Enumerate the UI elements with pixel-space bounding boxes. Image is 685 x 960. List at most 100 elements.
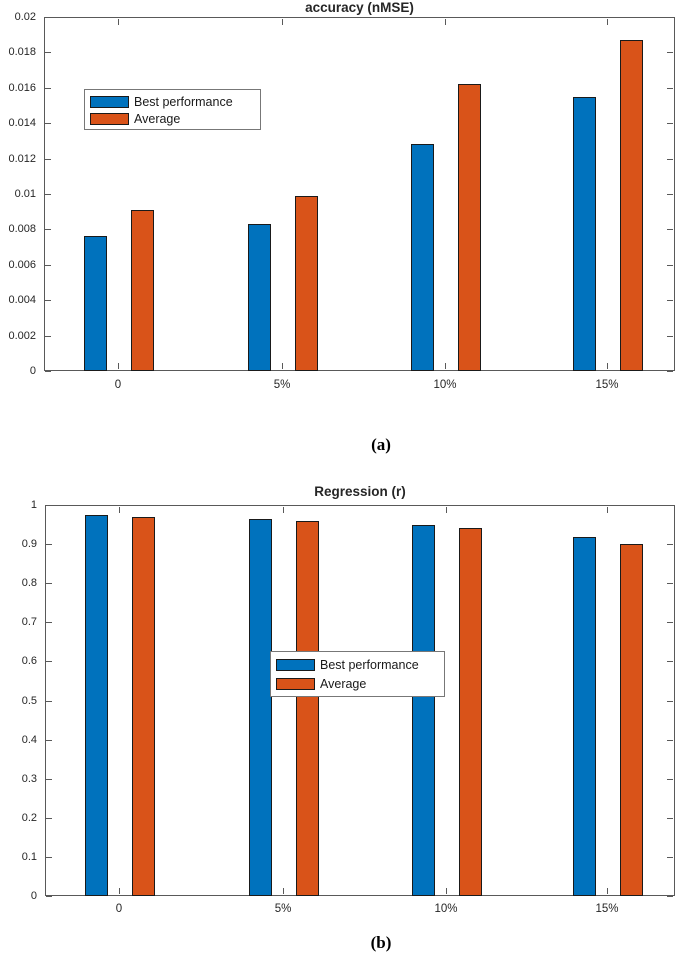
panel-a-caption: (a) — [371, 435, 391, 454]
y-tick-label: 0.2 — [21, 812, 37, 824]
y-tick-label: 0.9 — [21, 538, 37, 550]
y-tick-mark-right — [667, 123, 673, 124]
x-tick-mark-bottom — [445, 363, 446, 369]
y-tick-label: 0.012 — [8, 153, 36, 165]
x-tick-mark-bottom — [282, 363, 283, 369]
y-tick-mark-right — [667, 300, 673, 301]
y-tick-mark-left — [46, 544, 52, 545]
y-tick-mark-left — [46, 740, 52, 741]
y-tick-mark-left — [46, 857, 52, 858]
bar-best-performance — [411, 144, 434, 371]
legend-label-best-performance: Best performance — [320, 658, 419, 672]
y-tick-label: 0.7 — [21, 616, 37, 628]
chart-b-title: Regression (r) — [314, 484, 406, 499]
y-tick-mark-left — [46, 622, 52, 623]
y-tick-label: 0.1 — [21, 851, 37, 863]
bar-best-performance — [249, 519, 272, 896]
bar-average — [131, 210, 154, 371]
y-tick-mark-left — [46, 779, 52, 780]
y-tick-label: 0.008 — [8, 223, 36, 235]
y-tick-mark-right — [667, 896, 673, 897]
legend-swatch-orange-icon — [90, 113, 129, 125]
y-tick-label: 0.018 — [8, 46, 36, 58]
y-tick-mark-left — [46, 661, 52, 662]
y-tick-label: 0.02 — [14, 11, 36, 23]
x-tick-mark-bottom — [607, 363, 608, 369]
chart-b-legend: Best performance Average — [270, 651, 445, 697]
y-tick-mark-right — [667, 779, 673, 780]
y-tick-label: 0.006 — [8, 259, 36, 271]
x-tick-mark-bottom — [607, 888, 608, 894]
y-tick-mark-left — [45, 159, 51, 160]
y-tick-mark-left — [45, 229, 51, 230]
y-tick-label: 0.4 — [21, 734, 37, 746]
y-tick-mark-left — [45, 52, 51, 53]
y-tick-label: 0.002 — [8, 330, 36, 342]
x-tick-mark-top — [607, 19, 608, 25]
y-tick-mark-right — [667, 229, 673, 230]
y-tick-label: 0.3 — [21, 773, 37, 785]
x-tick-mark-bottom — [283, 888, 284, 894]
x-tick-label: 0 — [115, 903, 123, 915]
legend-entry-best-performance: Best performance — [90, 94, 252, 110]
chart-a-plot-area — [44, 17, 675, 371]
y-tick-mark-left — [45, 17, 51, 18]
y-tick-mark-right — [667, 583, 673, 584]
y-tick-mark-right — [667, 52, 673, 53]
x-tick-mark-top — [118, 19, 119, 25]
y-tick-mark-right — [667, 371, 673, 372]
y-tick-mark-right — [667, 544, 673, 545]
y-tick-mark-left — [46, 896, 52, 897]
bar-best-performance — [412, 525, 435, 896]
y-tick-label: 0.5 — [21, 695, 37, 707]
legend-entry-average: Average — [90, 111, 252, 127]
y-tick-mark-right — [667, 857, 673, 858]
x-tick-label: 15% — [595, 903, 619, 915]
y-tick-mark-left — [45, 371, 51, 372]
bar-best-performance — [573, 97, 596, 371]
x-tick-mark-top — [446, 507, 447, 513]
y-tick-mark-right — [667, 622, 673, 623]
y-tick-mark-right — [667, 17, 673, 18]
x-tick-mark-top — [119, 507, 120, 513]
x-tick-mark-bottom — [446, 888, 447, 894]
y-tick-label: 0 — [30, 890, 37, 902]
y-tick-mark-right — [667, 194, 673, 195]
y-tick-mark-right — [667, 740, 673, 741]
bar-average — [458, 84, 481, 371]
x-tick-label: 10% — [433, 379, 457, 391]
legend-swatch-orange-icon — [276, 678, 315, 690]
y-tick-label: 0.004 — [8, 294, 36, 306]
y-tick-label: 0 — [29, 365, 36, 377]
y-tick-mark-right — [667, 661, 673, 662]
bar-average — [620, 40, 643, 371]
y-tick-label: 0.014 — [8, 117, 36, 129]
y-tick-mark-right — [667, 818, 673, 819]
x-tick-mark-top — [445, 19, 446, 25]
y-tick-mark-left — [45, 123, 51, 124]
chart-b-plot-area — [45, 505, 675, 896]
x-tick-label: 5% — [274, 903, 292, 915]
y-tick-mark-right — [667, 336, 673, 337]
y-tick-mark-left — [45, 300, 51, 301]
legend-label-best-performance: Best performance — [134, 95, 233, 109]
bar-best-performance — [573, 537, 596, 896]
y-tick-label: 0.8 — [21, 577, 37, 589]
x-tick-label: 15% — [595, 379, 619, 391]
y-tick-mark-left — [45, 194, 51, 195]
y-tick-mark-right — [667, 701, 673, 702]
x-tick-label: 5% — [273, 379, 291, 391]
y-tick-mark-right — [667, 88, 673, 89]
x-tick-mark-bottom — [119, 888, 120, 894]
y-tick-label: 0.01 — [14, 188, 36, 200]
legend-entry-average: Average — [276, 675, 436, 693]
x-tick-label: 10% — [434, 903, 458, 915]
y-tick-label: 0.016 — [8, 82, 36, 94]
y-tick-mark-left — [45, 265, 51, 266]
legend-label-average: Average — [320, 677, 367, 691]
legend-entry-best-performance: Best performance — [276, 656, 436, 674]
legend-label-average: Average — [134, 112, 181, 126]
y-tick-label: 0.6 — [21, 655, 37, 667]
bar-best-performance — [84, 236, 107, 371]
